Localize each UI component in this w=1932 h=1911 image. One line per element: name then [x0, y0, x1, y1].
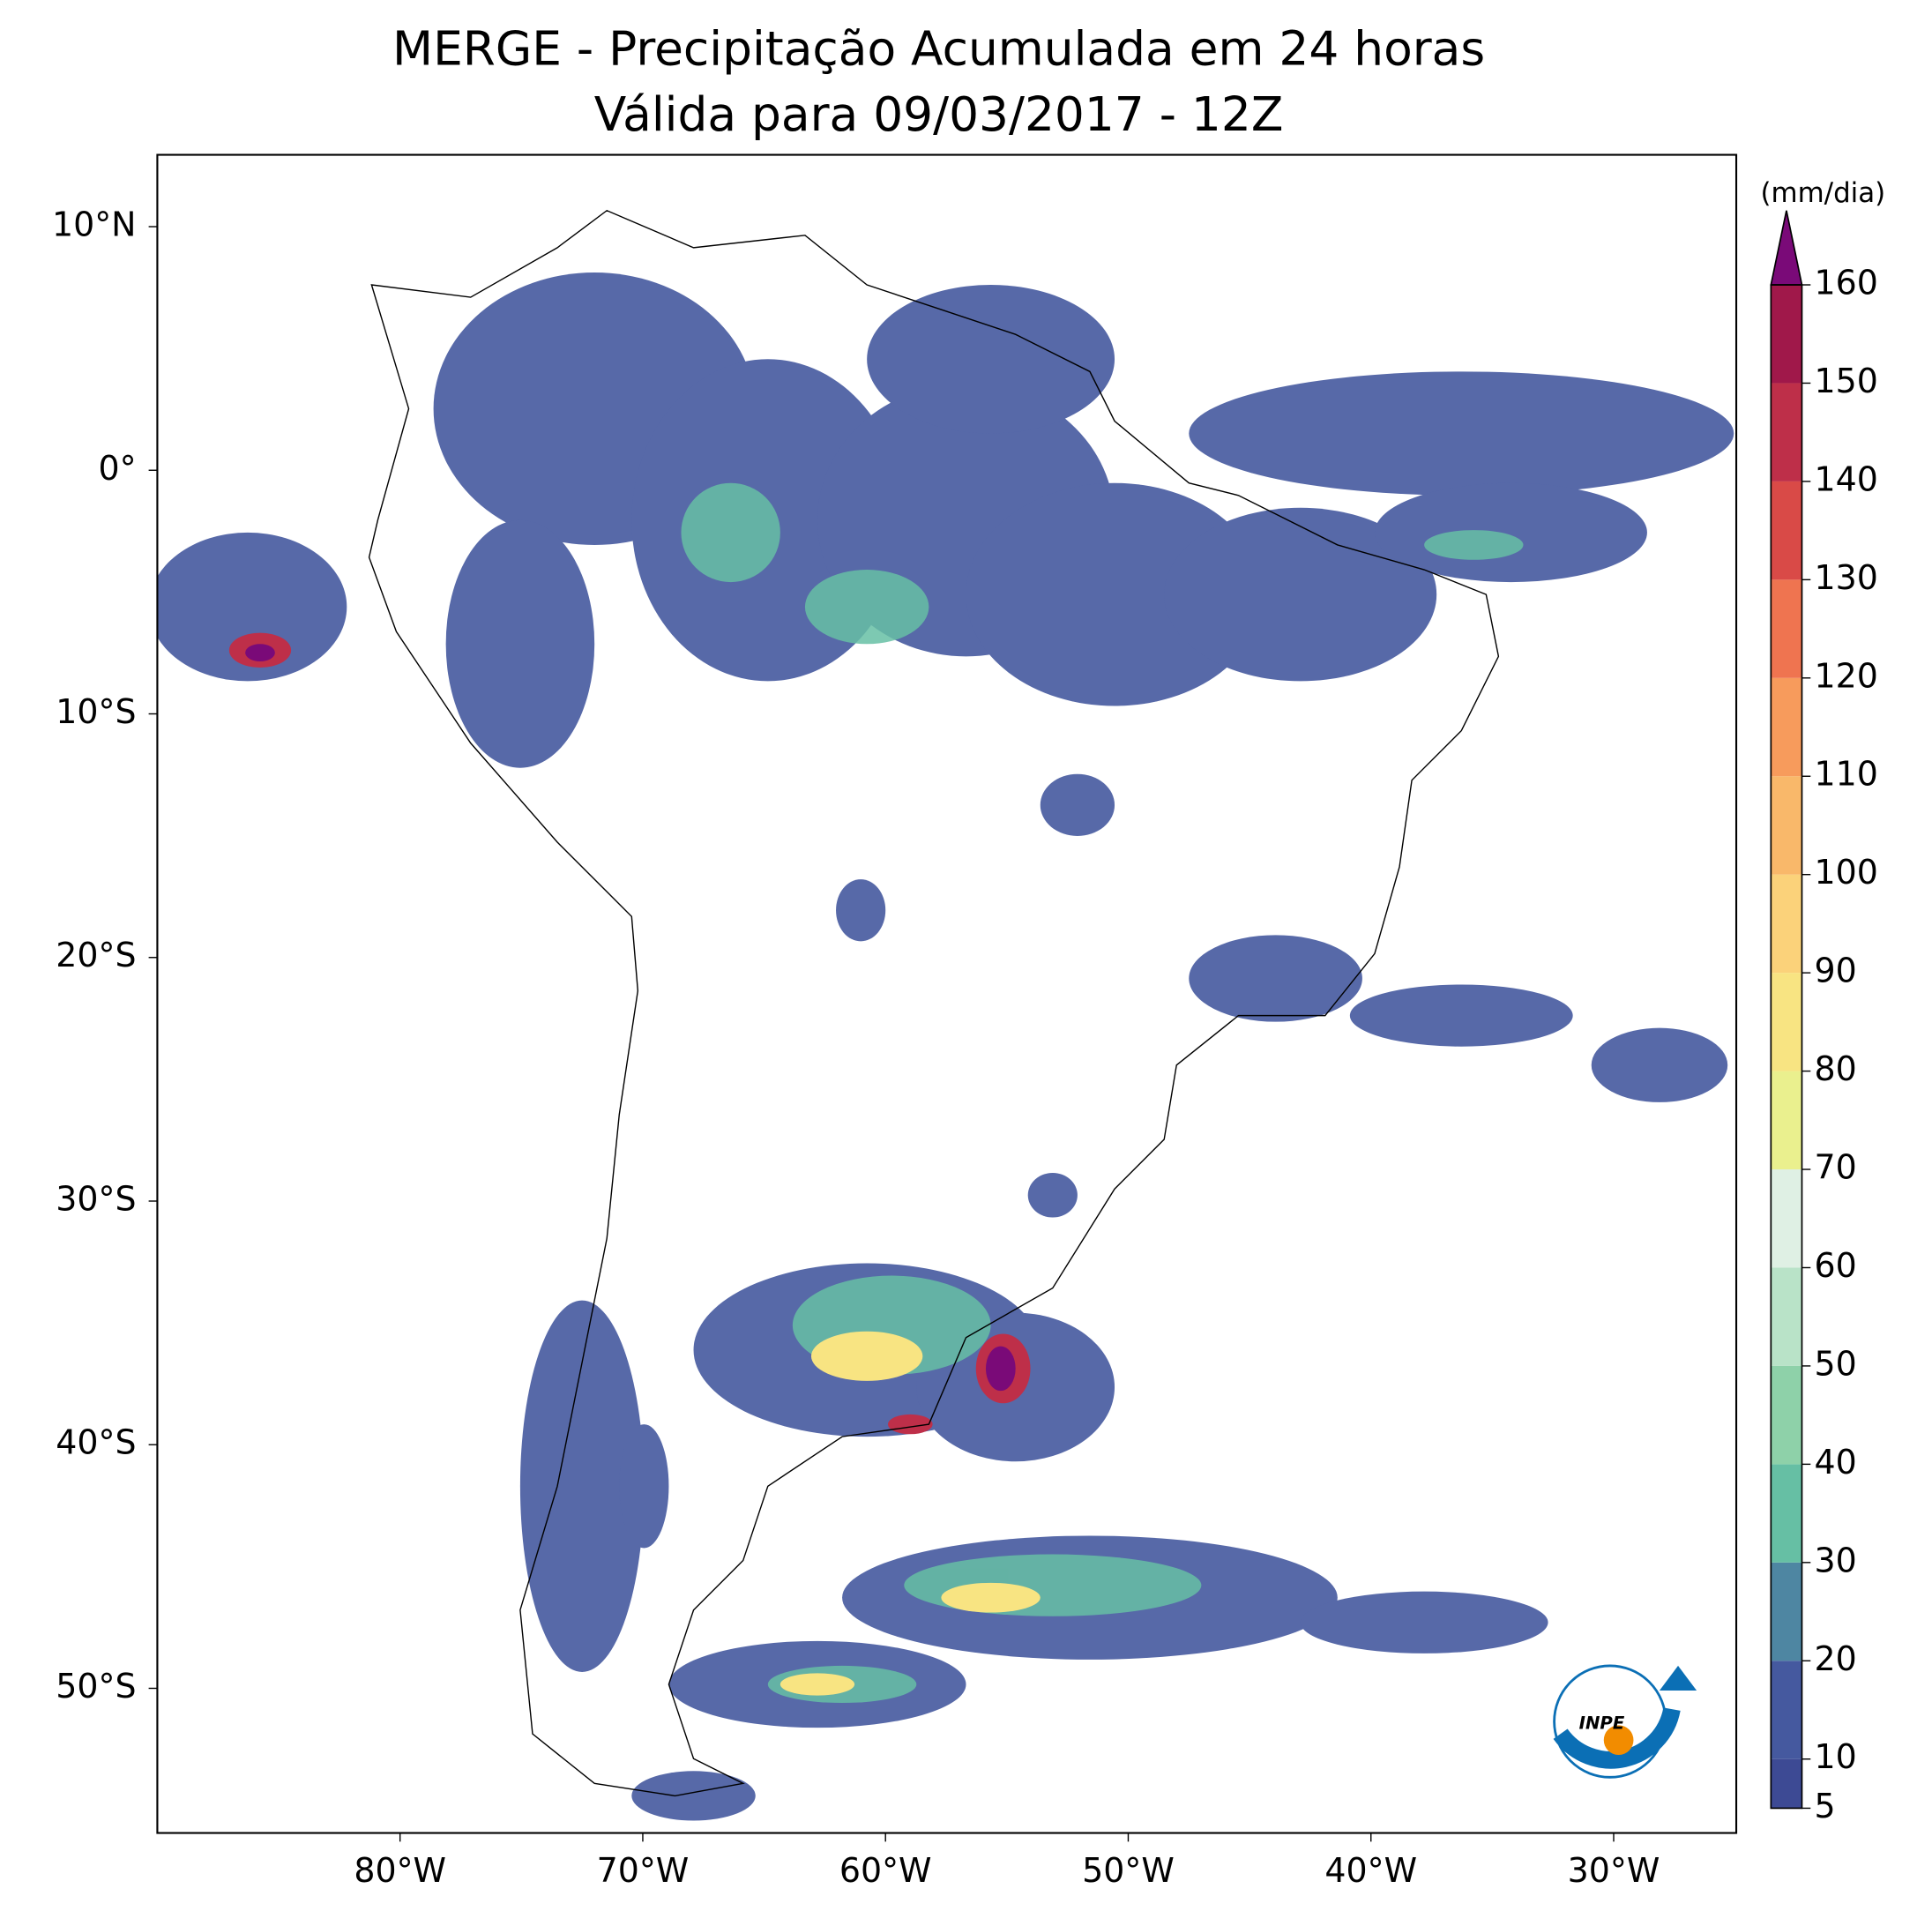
x-tick-label: 30°W — [1568, 1851, 1660, 1890]
y-tick-label: 0° — [98, 449, 136, 488]
colorbar-tick-label: 110 — [1815, 755, 1878, 794]
colorbar-tick-label: 90 — [1815, 952, 1857, 990]
colorbar-segment — [1771, 285, 1802, 384]
coastline — [368, 209, 1500, 1797]
colorbar-tick-label: 80 — [1815, 1049, 1857, 1088]
colorbar-tick-label: 30 — [1815, 1541, 1857, 1579]
colorbar-segment — [1771, 776, 1802, 875]
colorbar-tick-label: 100 — [1815, 853, 1878, 892]
colorbar-tick-label: 120 — [1815, 656, 1878, 695]
colorbar-segment — [1771, 579, 1802, 678]
colorbar-segment — [1771, 1365, 1802, 1465]
colorbar-unit: (mm/dia) — [1760, 177, 1885, 209]
colorbar-tick-label: 5 — [1815, 1787, 1836, 1825]
colorbar-segment — [1771, 1169, 1802, 1268]
logo-text: INPE — [1579, 1713, 1625, 1733]
y-tick-label: 10°S — [56, 692, 136, 731]
colorbar-extend — [1770, 210, 1803, 286]
colorbar-tick-label: 130 — [1815, 558, 1878, 597]
colorbar-tick-label: 10 — [1815, 1737, 1857, 1776]
colorbar-segment — [1771, 874, 1802, 974]
x-tick-label: 60°W — [839, 1851, 932, 1890]
colorbar-segment — [1771, 1562, 1802, 1661]
colorbar-segment — [1771, 1267, 1802, 1366]
x-tick-label: 70°W — [597, 1851, 690, 1890]
colorbar-segment — [1771, 677, 1802, 777]
y-tick-label: 50°S — [56, 1667, 136, 1706]
colorbar-segment — [1771, 973, 1802, 1071]
map-frame — [156, 153, 1738, 1834]
x-tick-label: 80°W — [354, 1851, 446, 1890]
y-tick-label: 20°S — [56, 936, 136, 974]
inpe-logo: INPE — [1553, 1664, 1697, 1779]
colorbar-frame — [1770, 284, 1803, 1810]
colorbar-tick-label: 40 — [1815, 1443, 1857, 1482]
colorbar-tick-label: 20 — [1815, 1639, 1857, 1678]
precipitation-field — [157, 209, 1734, 1821]
colorbar-tick-label: 60 — [1815, 1246, 1857, 1285]
title-line: MERGE - Precipitação Acumulada em 24 hor… — [392, 21, 1485, 77]
colorbar-tick-label: 140 — [1815, 459, 1878, 498]
colorbar-tick-label: 70 — [1815, 1148, 1857, 1187]
colorbar-segment — [1771, 383, 1802, 481]
x-tick-label: 40°W — [1324, 1851, 1417, 1890]
colorbar-tick-label: 150 — [1815, 362, 1878, 400]
colorbar-segment — [1771, 1071, 1802, 1170]
colorbar-tick-label: 50 — [1815, 1344, 1857, 1383]
colorbar-tick-label: 160 — [1815, 264, 1878, 302]
colorbar-segment — [1771, 1464, 1802, 1563]
colorbar-segment — [1771, 1758, 1802, 1809]
colorbar-segment — [1771, 481, 1802, 580]
title-line: Válida para 09/03/2017 - 12Z — [594, 86, 1284, 142]
colorbar-segment — [1771, 1661, 1802, 1759]
y-tick-label: 30°S — [56, 1179, 136, 1218]
y-tick-label: 10°N — [52, 205, 137, 244]
x-tick-label: 50°W — [1082, 1851, 1175, 1890]
y-tick-label: 40°S — [56, 1423, 136, 1462]
